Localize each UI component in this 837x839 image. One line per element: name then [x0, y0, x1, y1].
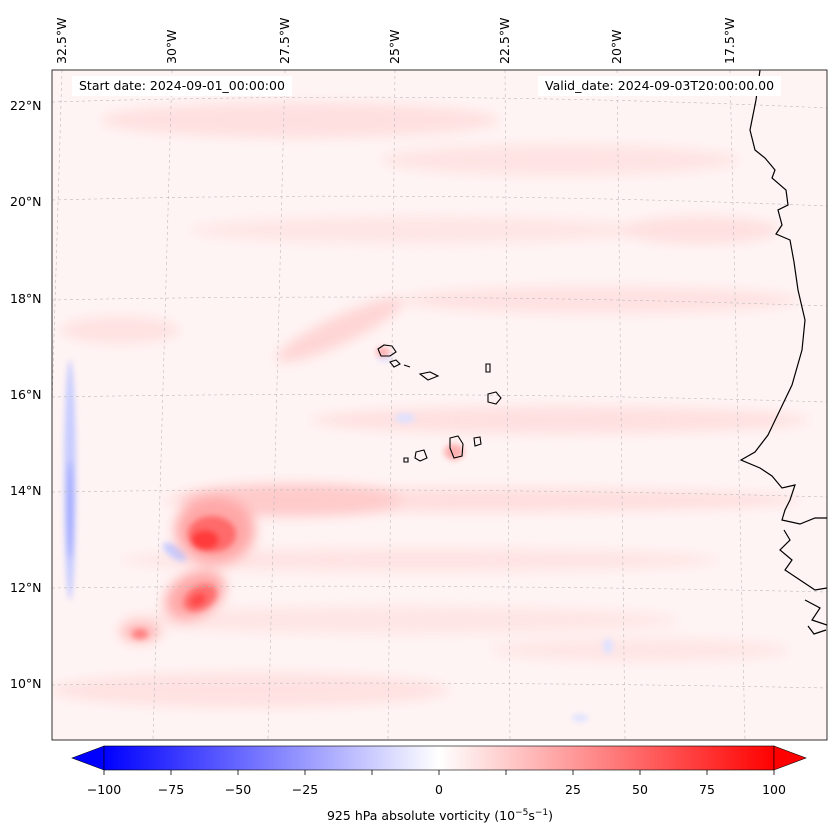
map-frame	[51, 69, 828, 741]
lat-label-20N: 20°N	[10, 194, 42, 209]
lon-label-32.5W: 32.5°W	[54, 17, 69, 64]
colorbar-label: 925 hPa absolute vorticity (10−5s−1)	[326, 808, 553, 824]
lon-label-27.5W: 27.5°W	[277, 17, 292, 64]
lon-label-25W: 25°W	[387, 29, 402, 64]
lon-label-20W: 20°W	[609, 29, 624, 64]
lon-label-17.5W: 17.5°W	[722, 17, 737, 64]
lon-label-30W: 30°W	[164, 29, 179, 64]
colorbar-tick: 0	[435, 782, 443, 797]
colorbar-tick: −75	[157, 782, 185, 797]
negative-vorticity	[64, 354, 613, 722]
lon-label-22.5W: 22.5°W	[497, 17, 512, 64]
colorbar-extend-min	[71, 745, 105, 771]
gridlines	[52, 70, 827, 740]
colorbar-tick: 50	[632, 782, 648, 797]
colorbar-bar	[103, 745, 775, 771]
valid-date-label: Valid_date: 2024-09-03T20:00:00.00	[538, 76, 782, 96]
colorbar-tick: 75	[699, 782, 715, 797]
lat-label-16N: 16°N	[10, 387, 42, 402]
start-date-label: Start date: 2024-09-01_00:00:00	[72, 76, 292, 96]
cape-verde-islands	[377, 344, 502, 463]
lat-label-12N: 12°N	[10, 580, 42, 595]
lat-label-14N: 14°N	[10, 483, 42, 498]
vortex-core	[120, 347, 464, 642]
colorbar-tick: 25	[565, 782, 581, 797]
colorbar-extend-max	[773, 745, 807, 771]
lat-label-18N: 18°N	[10, 291, 42, 306]
lat-label-10N: 10°N	[10, 676, 42, 691]
colorbar-tick: −50	[224, 782, 252, 797]
africa-coastline	[739, 70, 827, 635]
colorbar-tick: −100	[86, 782, 122, 797]
colorbar-tick: 100	[762, 782, 786, 797]
colorbar	[71, 745, 807, 775]
lat-label-22N: 22°N	[10, 98, 42, 113]
colorbar-tick: −25	[291, 782, 319, 797]
